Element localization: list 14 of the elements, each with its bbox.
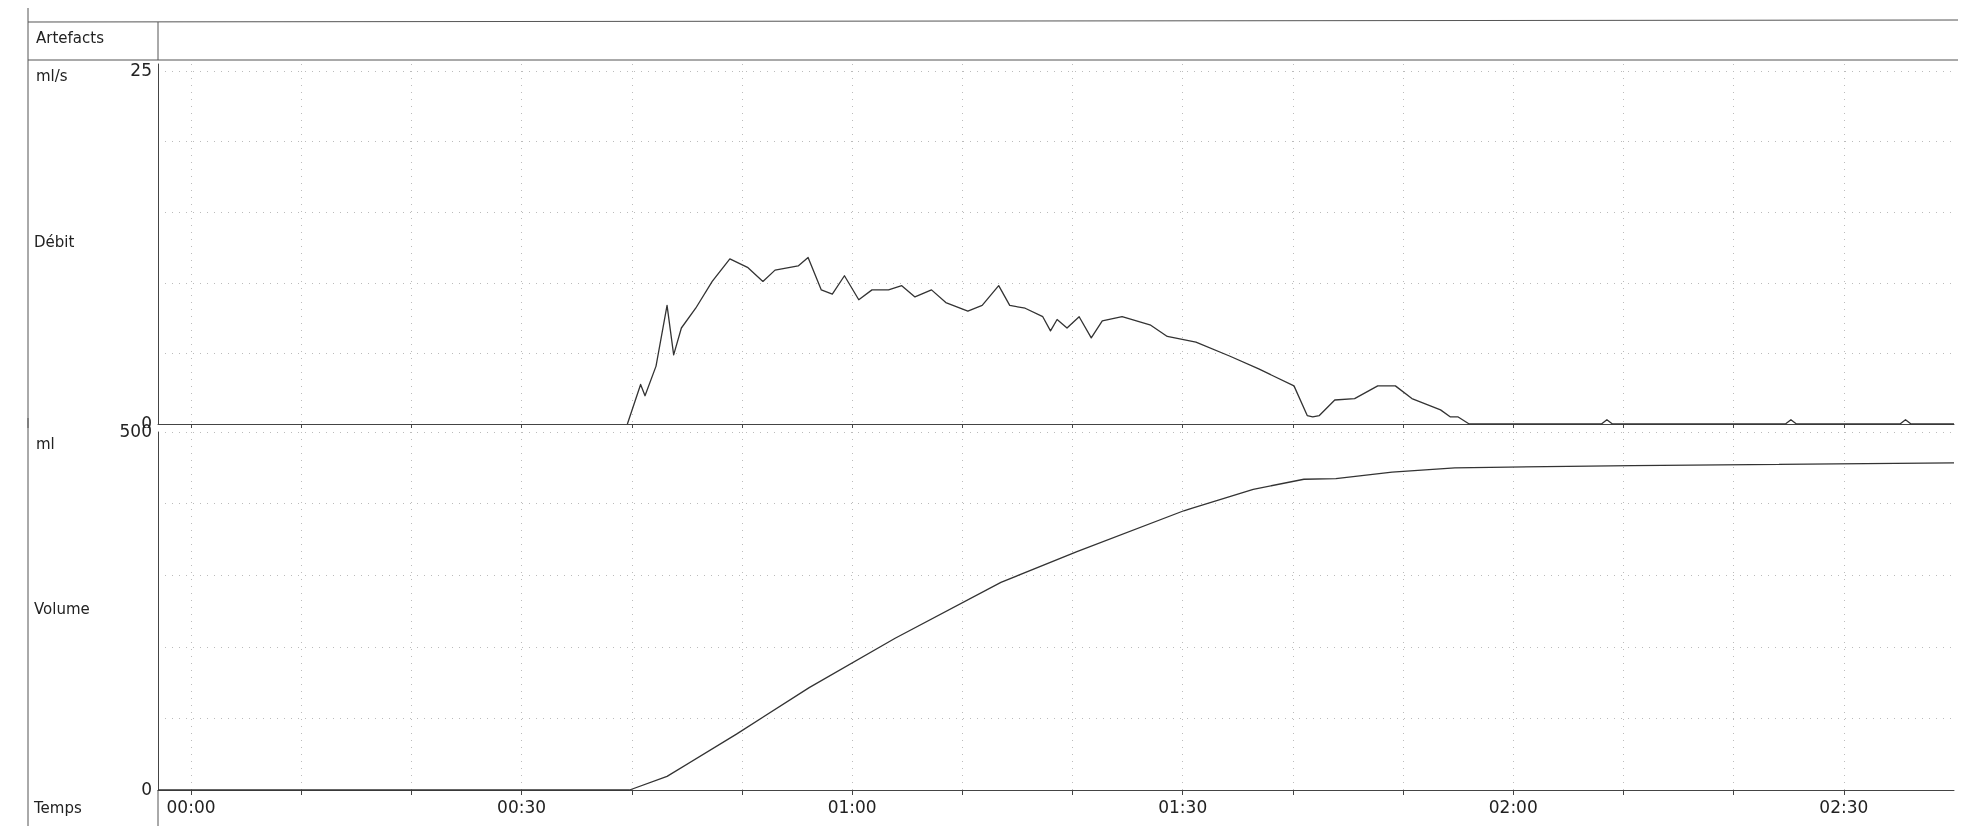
x-tick-label: 01:30 xyxy=(1158,796,1208,817)
x-tick-label: 00:30 xyxy=(497,796,547,817)
y-axis-title: Débit xyxy=(34,232,75,251)
x-tick-label: 00:00 xyxy=(166,796,216,817)
y-tick-label: 25 xyxy=(130,59,153,80)
text: ml xyxy=(36,434,55,453)
x-tick-label: 02:00 xyxy=(1488,796,1538,817)
x-tick-label: 01:00 xyxy=(827,796,877,817)
y-tick-label: 0 xyxy=(141,778,153,799)
x-axis-title: Temps xyxy=(33,798,82,817)
text: ml/s xyxy=(36,66,68,85)
x-tick-label: 02:30 xyxy=(1819,796,1869,817)
y-axis-title: Volume xyxy=(34,599,90,618)
text: Artefacts xyxy=(36,28,105,47)
